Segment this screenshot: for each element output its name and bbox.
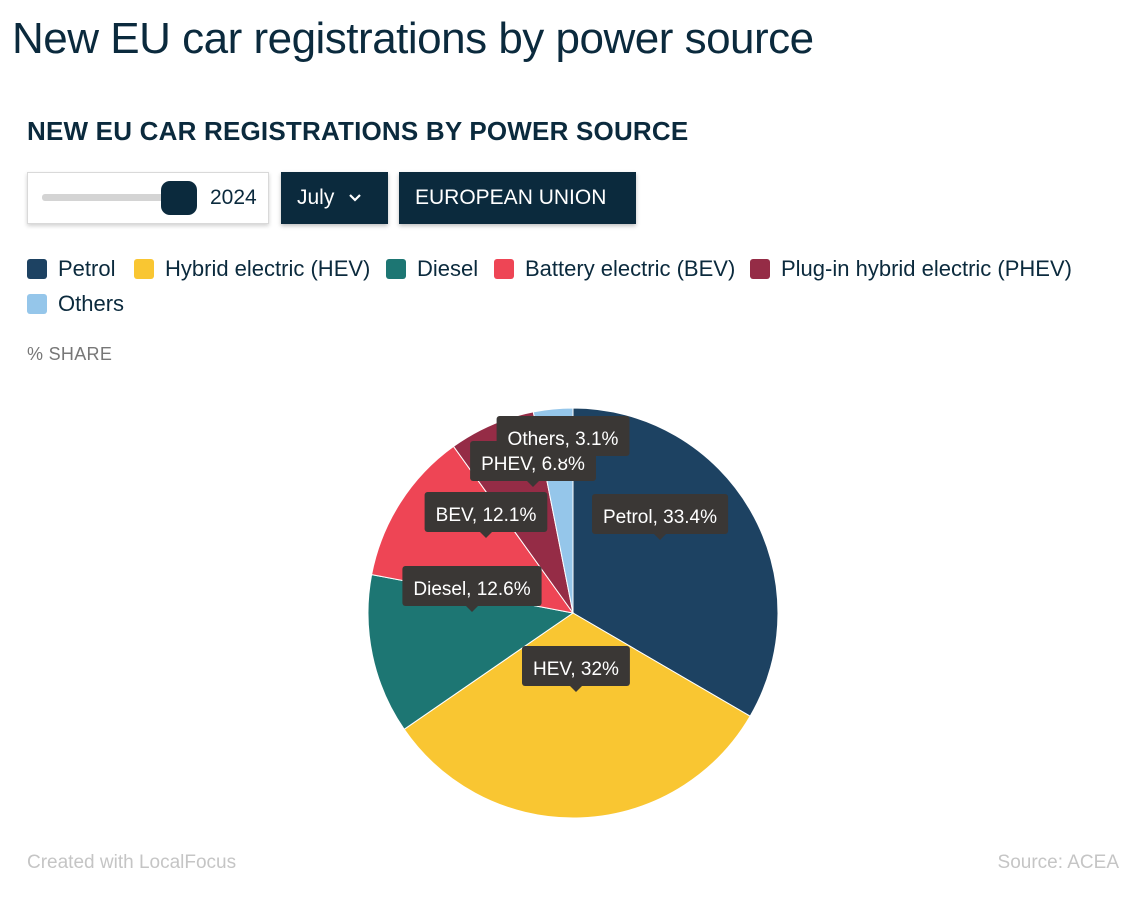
legend-label: Battery electric (BEV) bbox=[525, 256, 736, 281]
legend-swatch bbox=[134, 259, 154, 279]
legend-item-diesel[interactable]: Diesel bbox=[386, 256, 478, 282]
data-label-others: Others, 3.1% bbox=[496, 416, 630, 462]
data-label-text: HEV, 32% bbox=[533, 659, 619, 680]
region-dropdown[interactable]: EUROPEAN UNION bbox=[399, 172, 636, 224]
slider-track[interactable] bbox=[42, 194, 182, 201]
legend-label: Others bbox=[58, 291, 125, 316]
legend-swatch bbox=[386, 259, 406, 279]
chart-title: NEW EU CAR REGISTRATIONS BY POWER SOURCE bbox=[27, 116, 689, 146]
data-label-pointer bbox=[527, 481, 539, 487]
year-value: 2024 bbox=[210, 186, 257, 209]
data-label-petrol: Petrol, 33.4% bbox=[592, 494, 729, 540]
data-label-box bbox=[522, 646, 630, 686]
data-label-pointer bbox=[654, 534, 666, 540]
legend-swatch bbox=[750, 259, 770, 279]
month-dropdown-value: July bbox=[297, 186, 335, 209]
pie-slice-hev[interactable] bbox=[403, 612, 751, 819]
legend-item-phev[interactable]: Plug-in hybrid electric (PHEV) bbox=[750, 256, 1072, 282]
credit-text[interactable]: Created with LocalFocus bbox=[27, 852, 237, 873]
region-dropdown-value: EUROPEAN UNION bbox=[415, 186, 607, 209]
unit-label: % SHARE bbox=[27, 344, 113, 364]
data-label-box bbox=[402, 566, 542, 606]
data-label-hev: HEV, 32% bbox=[522, 646, 630, 692]
data-label-diesel: Diesel, 12.6% bbox=[402, 566, 542, 612]
source-text: Source: ACEA bbox=[997, 852, 1119, 873]
legend-label: Petrol bbox=[58, 256, 116, 281]
data-label-box bbox=[496, 416, 630, 456]
data-label-pointer bbox=[570, 686, 582, 692]
legend-label: Hybrid electric (HEV) bbox=[165, 256, 371, 281]
slider-thumb[interactable] bbox=[161, 181, 197, 215]
data-label-text: PHEV, 6.8% bbox=[481, 454, 585, 475]
data-label-box bbox=[424, 492, 548, 532]
data-label-pointer bbox=[480, 532, 492, 538]
data-label-box bbox=[592, 494, 729, 534]
data-label-text: Petrol, 33.4% bbox=[603, 507, 717, 528]
pie-slice-diesel[interactable] bbox=[367, 574, 575, 730]
year-slider[interactable]: 2024 bbox=[27, 172, 269, 224]
legend-swatch bbox=[494, 259, 514, 279]
data-label-pointer bbox=[557, 456, 569, 462]
legend-swatch bbox=[27, 259, 47, 279]
data-label-bev: BEV, 12.1% bbox=[424, 492, 548, 538]
chevron-down-icon bbox=[349, 194, 362, 202]
month-dropdown[interactable]: July bbox=[281, 172, 388, 224]
data-label-pointer bbox=[466, 606, 478, 612]
legend-label: Diesel bbox=[417, 256, 479, 281]
legend-item-petrol[interactable]: Petrol bbox=[27, 256, 115, 282]
legend-item-bev[interactable]: Battery electric (BEV) bbox=[494, 256, 735, 282]
data-label-text: Others, 3.1% bbox=[508, 429, 619, 450]
legend-swatch bbox=[27, 294, 47, 314]
page-title: New EU car registrations by power source bbox=[12, 14, 814, 63]
legend-label: Plug-in hybrid electric (PHEV) bbox=[781, 256, 1072, 281]
legend-item-hev[interactable]: Hybrid electric (HEV) bbox=[134, 256, 370, 282]
data-label-text: BEV, 12.1% bbox=[436, 505, 537, 526]
pie-slice-petrol[interactable] bbox=[572, 407, 779, 717]
legend-item-others[interactable]: Others bbox=[27, 291, 124, 317]
data-label-text: Diesel, 12.6% bbox=[413, 579, 530, 600]
